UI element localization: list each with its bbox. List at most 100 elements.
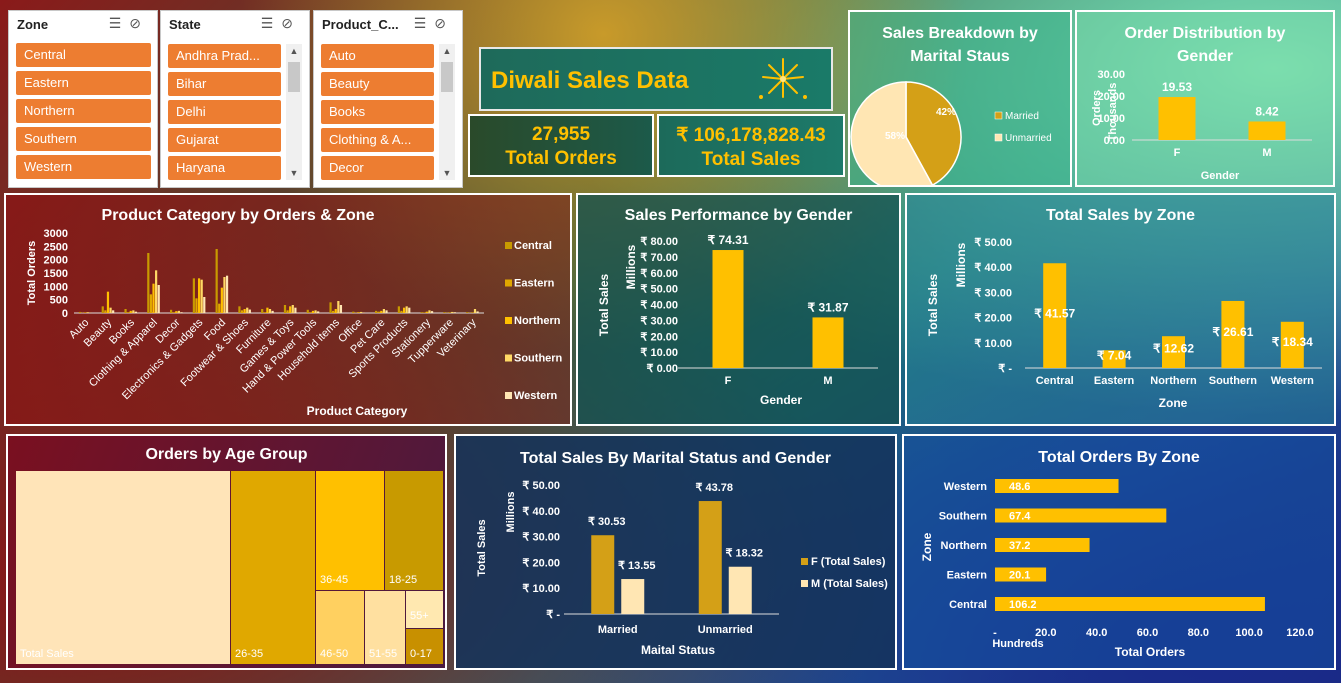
bar [266,307,269,313]
treemap-label: 26-35 [235,648,264,660]
bar [451,311,454,313]
bar [195,298,198,313]
treemap-label: 36-45 [320,574,349,586]
product-item[interactable]: Decor [321,156,434,180]
chart-title: Sales Breakdown by Marital Staus [882,25,1038,65]
bar [84,312,87,313]
legend-swatch [994,111,1003,120]
zone-sales-chart: ₹ - ₹ 10.00 ₹ 20.00 ₹ 30.00 ₹ 40.00 ₹ 50.00 Ce… [926,237,1322,410]
legend-swatch [505,279,512,287]
bar [995,567,1047,582]
title-banner: Diwali Sales Data [479,47,833,111]
y-tick-label: Southern [939,511,988,523]
bar [223,277,226,313]
zone-item[interactable]: Eastern [16,71,151,95]
x-tick-label: 120.0 [1286,627,1314,639]
zone-item[interactable]: Western [16,155,151,179]
bar [124,309,127,313]
scroll-thumb[interactable] [288,62,300,92]
bar [261,309,264,313]
treemap-tile: 26-35 [231,471,315,664]
bar [203,297,206,313]
y-tick-label: ₹ 20.00 [974,313,1012,325]
treemap-tile: 55+ [406,591,443,628]
state-item[interactable]: Gujarat [168,128,281,152]
scroll-thumb[interactable] [441,62,453,92]
legend-label: Central [514,240,552,252]
bar [352,311,355,313]
product-item[interactable]: Auto [321,44,434,68]
legend-swatch [505,354,512,362]
y-tick-label: ₹ 80.00 [640,236,678,248]
scroll-up-icon[interactable]: ▲ [289,46,299,56]
product-item[interactable]: Beauty [321,72,434,96]
multi-select-icon[interactable]: ☰ [108,15,130,31]
data-label: ₹ 74.31 [708,233,749,247]
state-item[interactable]: Haryana [168,156,281,180]
gender-sales-panel: Sales Performance by Gender ₹ 0.00 ₹ 10.0… [576,193,901,426]
y-tick-label: ₹ 0.00 [647,363,678,375]
data-label: ₹ 26.61 [1212,325,1253,339]
clear-filter-icon[interactable]: ⊘ [281,15,301,31]
bar [149,294,153,313]
legend-label: Northern [514,315,561,327]
y-tick-label: Central [949,599,987,611]
y-tick-label: ₹ 50.00 [522,480,560,492]
bar [243,309,246,313]
zone-orders-chart: - 20.0 40.0 60.0 80.0 100.0 120.0 Western 48.6 So… [920,479,1314,659]
x-tick-label: F [725,375,732,387]
state-item[interactable]: Bihar [168,72,281,96]
y-tick-label: ₹ - [546,609,560,621]
bar [286,310,289,313]
state-slicer-header: State [169,17,201,32]
clear-filter-icon[interactable]: ⊘ [129,15,149,31]
y-tick-label: 0 [62,308,68,320]
multi-select-icon[interactable]: ☰ [413,15,435,31]
bar [698,501,722,614]
legend-swatch [801,580,808,587]
treemap-label: 51-55 [369,648,398,660]
bar [471,312,474,313]
product-item[interactable]: Clothing & A... [321,128,434,152]
zone-item[interactable]: Northern [16,99,151,123]
dashboard-title: Diwali Sales Data [491,67,689,94]
clear-filter-icon[interactable]: ⊘ [434,15,454,31]
zone-orders-panel: Total Orders By Zone - 20.0 40.0 60.0 80.0 10… [902,434,1336,670]
bar [246,307,249,313]
data-label: ₹ 41.57 [1034,307,1075,321]
state-item[interactable]: Andhra Prad... [168,44,281,68]
bar [1280,321,1304,368]
bar [712,250,744,368]
x-axis-title: Zone [1159,396,1188,410]
state-item[interactable]: Delhi [168,100,281,124]
bar [397,306,400,313]
data-label: ₹ 18.32 [725,548,763,560]
zone-item[interactable]: Southern [16,127,151,151]
marital-gender-chart: ₹ - ₹ 10.00 ₹ 20.00 ₹ 30.00 ₹ 40.00 ₹ 50.00 ₹ … [476,480,888,657]
data-label: ₹ 13.55 [618,560,656,572]
bar [408,307,411,313]
chart-title: Product Category by Orders & Zone [101,207,375,224]
multi-select-icon[interactable]: ☰ [260,15,282,31]
product-item[interactable]: Books [321,100,434,124]
scroll-down-icon[interactable]: ▼ [442,168,452,178]
y-tick-label: 1000 [44,281,68,293]
zone-item[interactable]: Central [16,43,151,67]
treemap-label: 18-25 [389,574,418,586]
chart-title: Order Distribution by Gender [1124,25,1286,65]
bar [402,307,406,313]
bar [134,311,138,313]
bar [86,312,89,313]
state-scrollbar[interactable]: ▲ ▼ [286,44,302,180]
product-scrollbar[interactable]: ▲ ▼ [439,44,455,180]
scroll-up-icon[interactable]: ▲ [442,46,452,56]
bar [175,311,178,313]
x-axis-title: Gender [760,393,802,407]
scroll-down-icon[interactable]: ▼ [289,168,299,178]
zone-slicer-header: Zone [17,17,49,32]
bar [240,310,244,313]
marital-pie-panel: Sales Breakdown by Marital Staus 42% 58% M… [848,10,1072,187]
bar [473,309,477,313]
bar [291,305,294,313]
y-axis-title: Orders [1091,90,1103,126]
